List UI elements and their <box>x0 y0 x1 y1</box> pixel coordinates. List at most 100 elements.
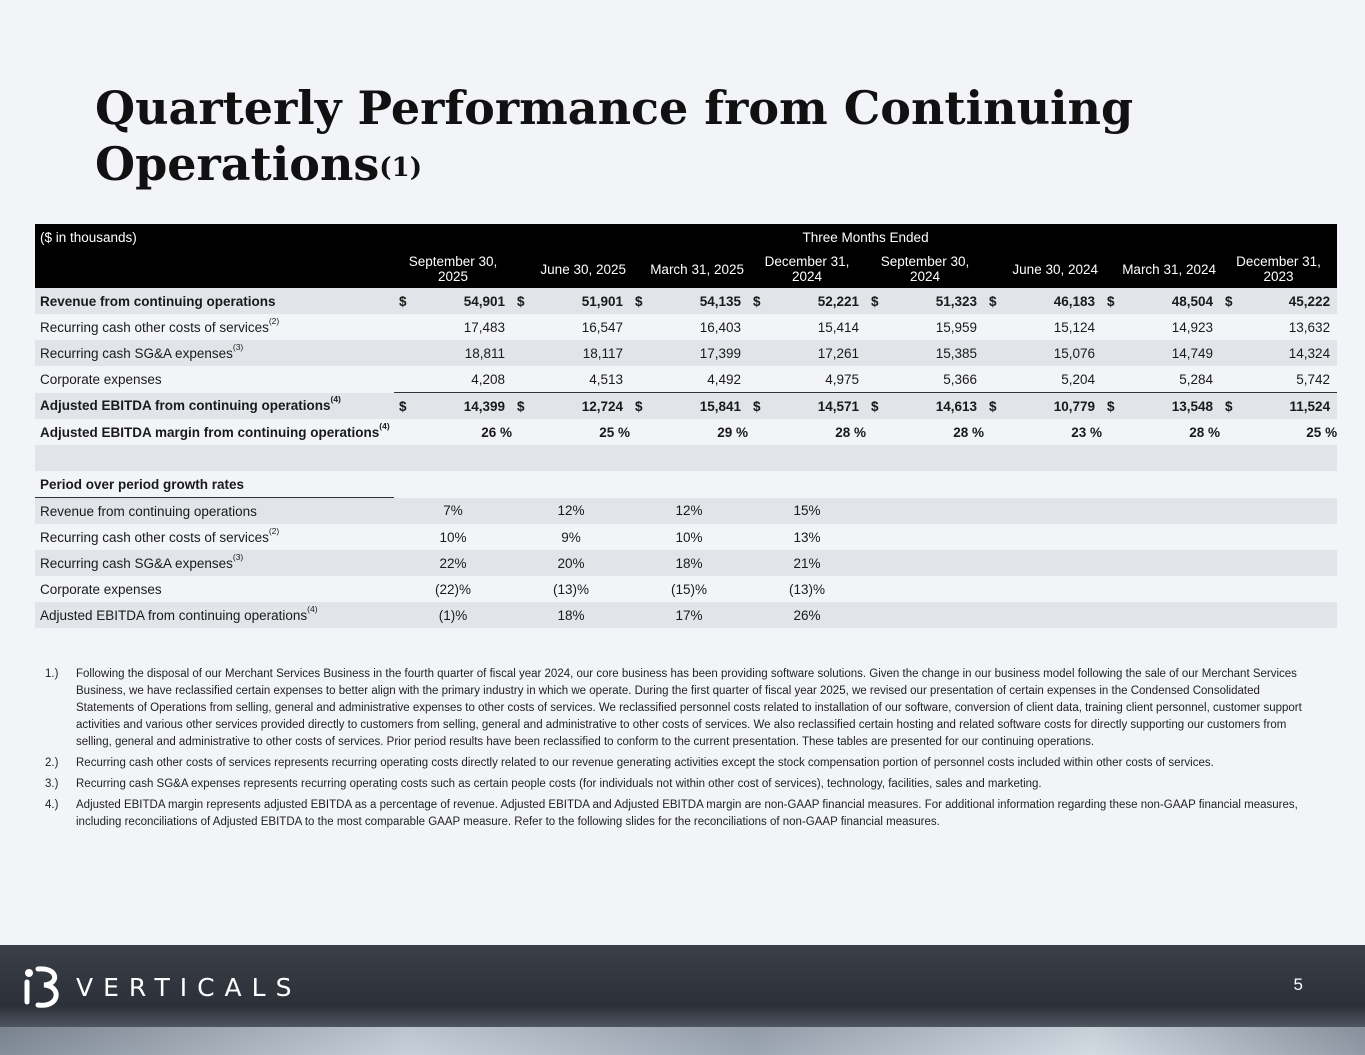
currency-symbol: $ <box>748 288 770 314</box>
value-cell: 5,742 <box>1242 366 1338 393</box>
value-cell: 54,135 <box>652 288 748 314</box>
value-cell: 26 % <box>481 424 512 440</box>
currency-symbol <box>394 419 416 445</box>
growth-value-cell <box>1102 524 1220 550</box>
currency-symbol <box>630 366 652 393</box>
currency-symbol <box>394 366 416 393</box>
growth-value-cell: 18% <box>512 602 630 628</box>
growth-value-cell <box>1220 497 1338 524</box>
value-cell: 4,513 <box>534 366 630 393</box>
value-cell: 14,571 <box>770 392 866 419</box>
page-number: 5 <box>1293 975 1303 994</box>
footnote: 2.) Recurring cash other costs of service… <box>45 755 1320 772</box>
currency-symbol <box>1102 314 1124 340</box>
value-cell: 15,414 <box>817 319 859 335</box>
currency-symbol <box>866 419 888 445</box>
i3-logo-mark-icon <box>24 966 59 1008</box>
currency-symbol <box>984 340 1006 366</box>
value-cell: 5,284 <box>1124 366 1220 393</box>
value-cell: 29 % <box>717 424 748 440</box>
column-header-1: June 30, 2025 <box>512 250 630 288</box>
value-cell: 28 % <box>953 424 984 440</box>
i3-verticals-logo: VERTICALS <box>22 963 301 1011</box>
row-label: Recurring cash SG&A expenses(3) <box>35 550 394 576</box>
growth-value-cell <box>1102 550 1220 576</box>
row-label-text: Revenue from continuing operations <box>40 293 276 309</box>
value-cell: 16,403 <box>699 319 741 335</box>
growth-row: Corporate expenses (22)% (13)% (15)% (13)% <box>35 576 1337 602</box>
footnote-text: Recurring cash other costs of services r… <box>76 757 1214 769</box>
currency-symbol <box>748 340 770 366</box>
group-header: Three Months Ended <box>394 224 1338 250</box>
spacer-row <box>35 445 1338 471</box>
currency-symbol <box>1102 340 1124 366</box>
growth-value-cell: 12% <box>630 497 748 524</box>
currency-symbol: $ <box>1220 392 1242 419</box>
row-label: Adjusted EBITDA margin from continuing o… <box>35 419 394 445</box>
growth-value-cell: (1)% <box>394 602 512 628</box>
units-label: ($ in thousands) <box>35 224 394 250</box>
growth-value-cell <box>866 602 984 628</box>
row-label: Corporate expenses <box>35 366 394 393</box>
value-cell: 51,901 <box>534 288 630 314</box>
table-row: Corporate expenses 4,208 4,513 4,492 4,975 5,… <box>35 366 1338 393</box>
currency-symbol: $ <box>1102 392 1124 419</box>
value-cell: 52,221 <box>770 288 866 314</box>
growth-row: Adjusted EBITDA from continuing operatio… <box>35 602 1338 628</box>
value-cell: 17,483 <box>463 319 505 335</box>
growth-value-cell <box>1220 602 1338 628</box>
currency-symbol <box>984 314 1006 340</box>
value-cell: 14,749 <box>1124 340 1220 366</box>
row-label: Corporate expenses <box>35 576 394 602</box>
footnote-number: 2.) <box>45 757 59 769</box>
column-header-6: March 31, 2024 <box>1102 250 1220 288</box>
footnote-ref: (4) <box>330 394 341 405</box>
value-cell: 18,811 <box>416 340 512 366</box>
currency-symbol <box>394 340 416 366</box>
column-header-row: September 30, 2025 June 30, 2025 March 31,… <box>35 250 1338 288</box>
growth-value-cell <box>866 524 984 550</box>
growth-value-cell <box>984 497 1102 524</box>
growth-section-title: Period over period growth rates <box>35 471 394 498</box>
currency-symbol <box>866 340 888 366</box>
quarterly-performance-table: ($ in thousands) Three Months Ended Sept… <box>35 224 1338 628</box>
value-cell: 4,975 <box>770 366 866 393</box>
currency-symbol <box>512 419 534 445</box>
value-cell: 10,779 <box>1006 392 1102 419</box>
row-label-text: Adjusted EBITDA margin from continuing o… <box>40 424 380 440</box>
table-row: Recurring cash SG&A expenses(3) 18,811 18,… <box>35 340 1338 366</box>
value-cell: 28 % <box>835 424 866 440</box>
growth-value-cell <box>984 576 1102 602</box>
header-spacer <box>35 250 394 288</box>
growth-row: Recurring cash other costs of services(2… <box>35 524 1337 550</box>
currency-symbol <box>512 340 534 366</box>
row-label: Recurring cash other costs of services(2… <box>35 314 394 340</box>
column-header-0: September 30, 2025 <box>394 250 512 288</box>
table-row: Adjusted EBITDA margin from continuing o… <box>35 419 1337 445</box>
growth-value-cell <box>1102 576 1220 602</box>
row-label-text: Recurring cash SG&A expenses <box>40 345 233 361</box>
value-cell: 4,492 <box>652 366 748 393</box>
currency-symbol <box>512 366 534 393</box>
value-cell: 5,204 <box>1006 366 1102 393</box>
row-label: Recurring cash other costs of services(2… <box>35 524 394 550</box>
value-cell: 15,841 <box>652 392 748 419</box>
currency-symbol: $ <box>394 288 416 314</box>
row-label-text: Corporate expenses <box>40 371 162 387</box>
footnote: 1.) Following the disposal of our Merchan… <box>45 666 1320 751</box>
value-cell: 14,613 <box>888 392 984 419</box>
growth-row: Recurring cash SG&A expenses(3) 22% 20% 18%… <box>35 550 1338 576</box>
growth-value-cell: (13)% <box>788 581 825 597</box>
footnote-ref: (3) <box>232 341 244 352</box>
footnote-ref: (3) <box>232 551 244 562</box>
currency-symbol <box>512 314 534 340</box>
value-cell: 12,724 <box>534 392 630 419</box>
growth-value-cell: 10% <box>675 529 703 545</box>
currency-symbol <box>748 419 770 445</box>
row-label: Revenue from continuing operations <box>35 497 394 524</box>
footer-bar: VERTICALS 5 <box>0 945 1365 1055</box>
currency-symbol: $ <box>1102 288 1124 314</box>
growth-value-cell <box>1220 576 1337 602</box>
value-cell: 14,324 <box>1242 340 1338 366</box>
growth-value-cell: 10% <box>439 529 467 545</box>
